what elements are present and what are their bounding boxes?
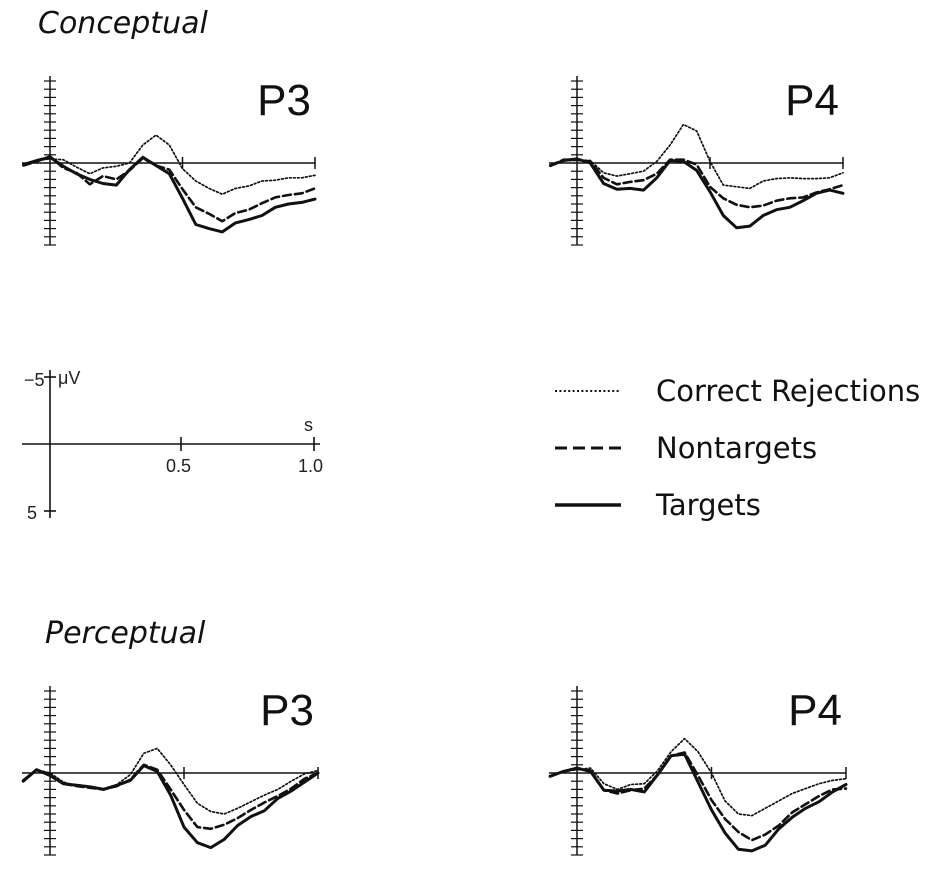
series-line-targets-conceptual-p4	[548, 157, 845, 230]
panel-title-perceptual-p4: P4	[788, 686, 842, 735]
series-line-targets-perceptual-p4	[548, 752, 848, 853]
panel-title-conceptual-p3: P3	[257, 76, 311, 125]
legend-label-correct-rejections: Correct Rejections	[656, 373, 921, 408]
panel-title-perceptual-p3: P3	[260, 686, 314, 735]
series-line-targets-conceptual-p3	[22, 155, 317, 234]
legend-item-targets: Targets	[553, 476, 943, 533]
legend-swatch-solid	[555, 502, 621, 507]
series-line-correct-rejections-conceptual-p4	[549, 123, 844, 190]
section-title-conceptual: Conceptual	[38, 6, 208, 41]
legend-label-nontargets: Nontargets	[656, 430, 818, 465]
scale-key-x-mid-label: 0.5	[166, 456, 191, 476]
erp-panel-conceptual-p3: P3	[22, 76, 317, 246]
series-line-targets-perceptual-p3	[21, 764, 320, 850]
scale-key-x-unit-label: s	[304, 415, 313, 435]
series-line-nontargets-perceptual-p4	[548, 751, 848, 842]
series-line-correct-rejections-perceptual-p3	[22, 747, 319, 815]
scale-key: −5 μV 5 s 0.5 1.0	[22, 368, 323, 523]
scale-key-x-end-label: 1.0	[298, 456, 323, 476]
legend-item-correct-rejections: Correct Rejections	[553, 362, 943, 419]
erp-panel-perceptual-p3: P3	[21, 686, 320, 856]
series-line-nontargets-conceptual-p4	[549, 158, 845, 209]
scale-key-y-bottom-label: 5	[27, 503, 37, 523]
series-line-correct-rejections-perceptual-p4	[549, 737, 847, 817]
section-title-perceptual: Perceptual	[45, 616, 206, 651]
erp-panel-perceptual-p4: P4	[548, 686, 848, 856]
erp-panel-conceptual-p4: P4	[548, 76, 845, 246]
legend-item-nontargets: Nontargets	[553, 419, 943, 476]
scale-key-y-unit-label: μV	[58, 368, 80, 388]
legend-swatch-dashed	[555, 446, 621, 449]
legend: Correct Rejections Nontargets Targets	[553, 362, 943, 533]
series-line-correct-rejections-conceptual-p3	[22, 134, 316, 196]
panel-title-conceptual-p4: P4	[785, 76, 839, 125]
legend-label-targets: Targets	[656, 487, 761, 522]
scale-key-y-top-label: −5	[24, 370, 45, 390]
legend-swatch-dotted	[555, 389, 619, 392]
